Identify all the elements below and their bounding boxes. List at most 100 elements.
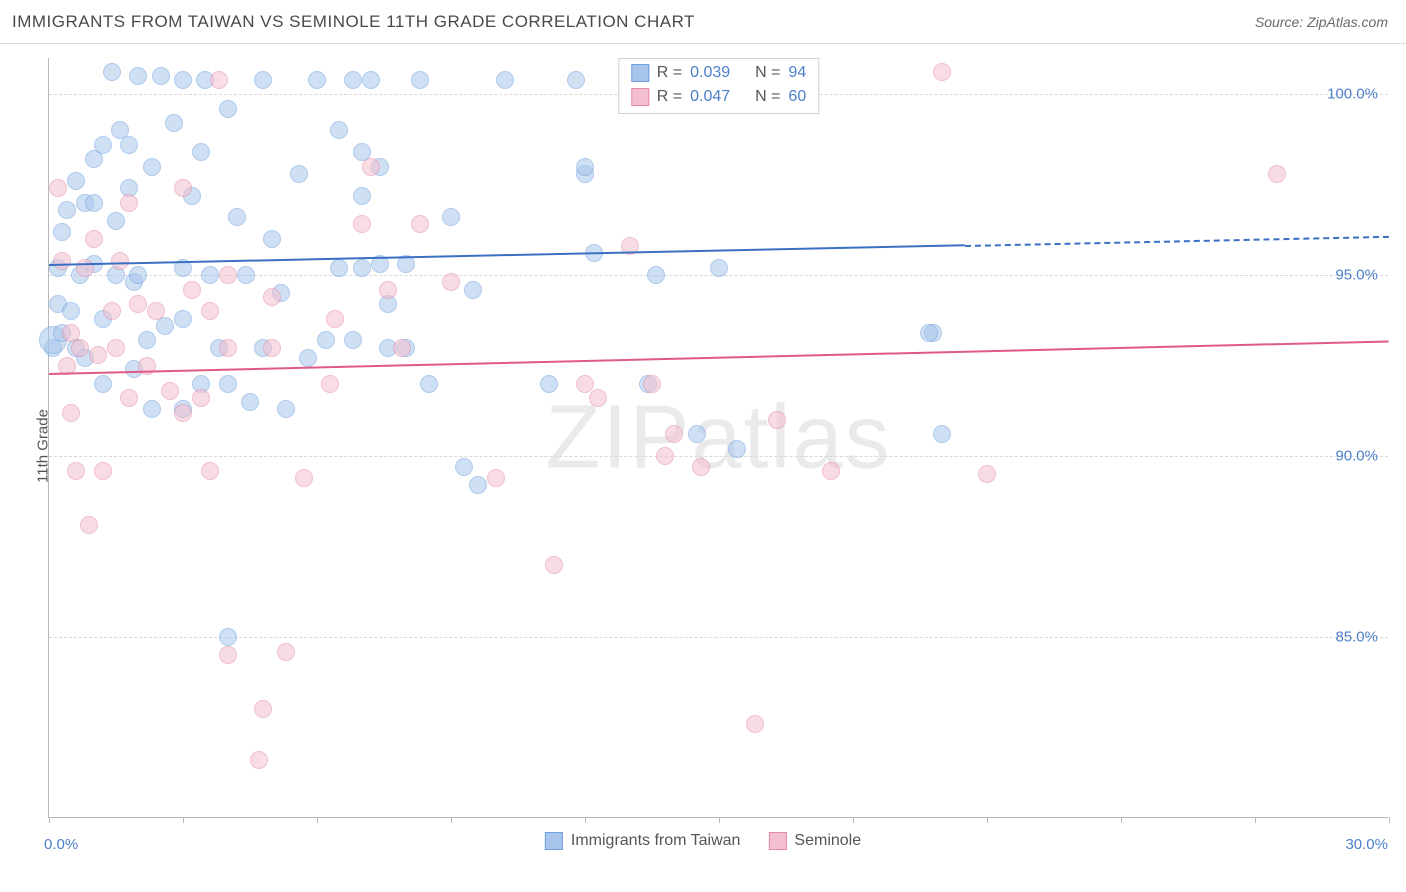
scatter-point (120, 389, 138, 407)
x-tick (49, 817, 50, 823)
legend-swatch (545, 832, 563, 850)
scatter-point (254, 71, 272, 89)
scatter-point (111, 252, 129, 270)
legend-swatch (631, 88, 649, 106)
scatter-point (353, 187, 371, 205)
source-attribution: Source: ZipAtlas.com (1255, 14, 1388, 30)
scatter-point (174, 179, 192, 197)
scatter-point (129, 266, 147, 284)
scatter-point (576, 158, 594, 176)
scatter-point (411, 215, 429, 233)
scatter-point (643, 375, 661, 393)
scatter-point (442, 273, 460, 291)
scatter-point (353, 215, 371, 233)
scatter-point (768, 411, 786, 429)
x-tick (987, 817, 988, 823)
scatter-point (49, 179, 67, 197)
scatter-point (129, 295, 147, 313)
y-tick-label: 95.0% (1335, 267, 1378, 284)
scatter-point (362, 71, 380, 89)
stats-legend-row: R =0.047 N =60 (631, 85, 806, 109)
scatter-point (120, 194, 138, 212)
y-tick-label: 85.0% (1335, 629, 1378, 646)
scatter-point (219, 266, 237, 284)
scatter-point (241, 393, 259, 411)
x-tick (1121, 817, 1122, 823)
trend-line (49, 244, 965, 266)
scatter-point (326, 310, 344, 328)
scatter-point (219, 339, 237, 357)
scatter-point (210, 71, 228, 89)
legend-label: Seminole (794, 832, 861, 850)
scatter-point (455, 458, 473, 476)
scatter-point (143, 158, 161, 176)
scatter-point (299, 349, 317, 367)
y-tick-label: 100.0% (1327, 86, 1378, 103)
scatter-point (254, 700, 272, 718)
scatter-point (250, 751, 268, 769)
scatter-point (920, 324, 938, 342)
x-tick (451, 817, 452, 823)
scatter-point (192, 389, 210, 407)
legend-item: Seminole (768, 832, 861, 850)
scatter-point (85, 194, 103, 212)
scatter-point (344, 331, 362, 349)
x-tick (183, 817, 184, 823)
scatter-point (67, 462, 85, 480)
scatter-point (822, 462, 840, 480)
scatter-point (411, 71, 429, 89)
scatter-point (62, 302, 80, 320)
scatter-point (344, 71, 362, 89)
scatter-point (174, 404, 192, 422)
scatter-point (330, 121, 348, 139)
scatter-point (487, 469, 505, 487)
x-tick (1389, 817, 1390, 823)
scatter-point (277, 400, 295, 418)
scatter-point (576, 375, 594, 393)
scatter-point (219, 628, 237, 646)
scatter-point (228, 208, 246, 226)
scatter-point (567, 71, 585, 89)
scatter-point (746, 715, 764, 733)
scatter-point (67, 172, 85, 190)
scatter-point (237, 266, 255, 284)
scatter-point (85, 230, 103, 248)
scatter-point (545, 556, 563, 574)
scatter-point (103, 63, 121, 81)
scatter-point (80, 516, 98, 534)
scatter-point (442, 208, 460, 226)
scatter-point (174, 71, 192, 89)
scatter-point (263, 230, 281, 248)
scatter-point (174, 310, 192, 328)
scatter-point (688, 425, 706, 443)
plot-area: ZIPatlas 85.0%90.0%95.0%100.0%R =0.039 N… (48, 58, 1388, 818)
stats-legend: R =0.039 N =94R =0.047 N =60 (618, 58, 819, 114)
legend-swatch (631, 64, 649, 82)
scatter-point (308, 71, 326, 89)
scatter-point (379, 281, 397, 299)
scatter-point (201, 266, 219, 284)
scatter-point (933, 63, 951, 81)
scatter-point (321, 375, 339, 393)
x-tick (317, 817, 318, 823)
scatter-point (129, 67, 147, 85)
x-tick (853, 817, 854, 823)
scatter-point (201, 462, 219, 480)
trend-line (49, 340, 1389, 375)
scatter-point (978, 465, 996, 483)
legend-item: Immigrants from Taiwan (545, 832, 741, 850)
scatter-point (120, 136, 138, 154)
scatter-point (263, 339, 281, 357)
stats-legend-row: R =0.039 N =94 (631, 61, 806, 85)
scatter-point (161, 382, 179, 400)
scatter-point (420, 375, 438, 393)
scatter-point (165, 114, 183, 132)
x-tick-label-max: 30.0% (1345, 836, 1388, 853)
scatter-point (53, 252, 71, 270)
scatter-point (152, 67, 170, 85)
scatter-point (496, 71, 514, 89)
scatter-point (147, 302, 165, 320)
gridline-h (49, 456, 1388, 457)
scatter-point (1268, 165, 1286, 183)
legend-swatch (768, 832, 786, 850)
